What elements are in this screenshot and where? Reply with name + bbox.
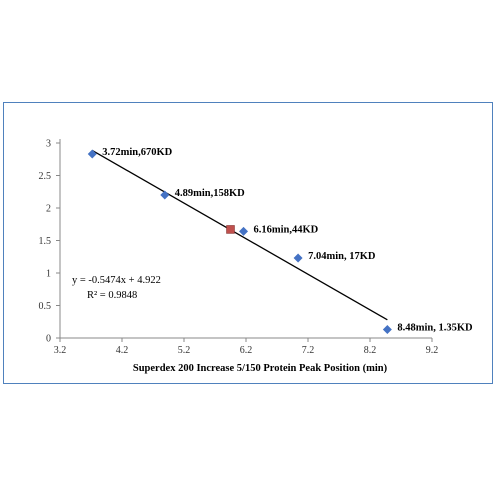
data-point-label: 8.48min, 1.35KD — [397, 323, 473, 334]
trendline — [91, 149, 388, 321]
sample-point — [226, 225, 235, 234]
scatter-chart: 3.2 4.2 5.2 6.2 7.2 8.2 9.2 0 0.5 1 1.5 2 2.5 3 3.72m… — [39, 139, 474, 375]
y-tick-label: 0 — [46, 334, 51, 345]
y-tick-label: 3 — [46, 139, 51, 150]
data-point-label: 7.04min, 17KD — [308, 251, 376, 262]
r-squared-label: R² = 0.9848 — [87, 290, 137, 301]
point-labels: 3.72min,670KD 4.89min,158KD 6.16min,44KD 7.… — [102, 147, 473, 333]
x-tick-label: 7.2 — [302, 345, 315, 356]
y-tick-label: 2.5 — [39, 171, 52, 182]
data-point-label: 6.16min,44KD — [254, 224, 319, 235]
x-tick-label: 8.2 — [364, 345, 377, 356]
x-tick-label: 6.2 — [240, 345, 253, 356]
trendline-equation: y = -0.5474x + 4.922 — [72, 275, 161, 286]
x-tick-label: 9.2 — [426, 345, 439, 356]
chart-frame: 3.2 4.2 5.2 6.2 7.2 8.2 9.2 0 0.5 1 1.5 2 2.5 3 3.72m… — [3, 102, 493, 384]
y-tick-label: 1.5 — [39, 236, 52, 247]
y-tick-label: 0.5 — [39, 301, 52, 312]
ticks: 3.2 4.2 5.2 6.2 7.2 8.2 9.2 0 0.5 1 1.5 2 2.5 3 — [39, 139, 439, 357]
x-tick-label: 5.2 — [178, 345, 191, 356]
x-axis-label: Superdex 200 Increase 5/150 Protein Peak… — [133, 363, 388, 374]
data-point — [293, 253, 303, 263]
y-tick-label: 2 — [46, 204, 51, 215]
data-point — [239, 226, 249, 236]
y-tick-label: 1 — [46, 269, 51, 280]
data-point-label: 4.89min,158KD — [175, 188, 245, 199]
data-points — [87, 149, 392, 335]
data-point — [160, 190, 170, 200]
data-point — [87, 149, 97, 159]
data-point — [382, 325, 392, 335]
data-point-label: 3.72min,670KD — [102, 147, 172, 158]
x-tick-label: 4.2 — [116, 345, 129, 356]
x-tick-label: 3.2 — [54, 345, 67, 356]
